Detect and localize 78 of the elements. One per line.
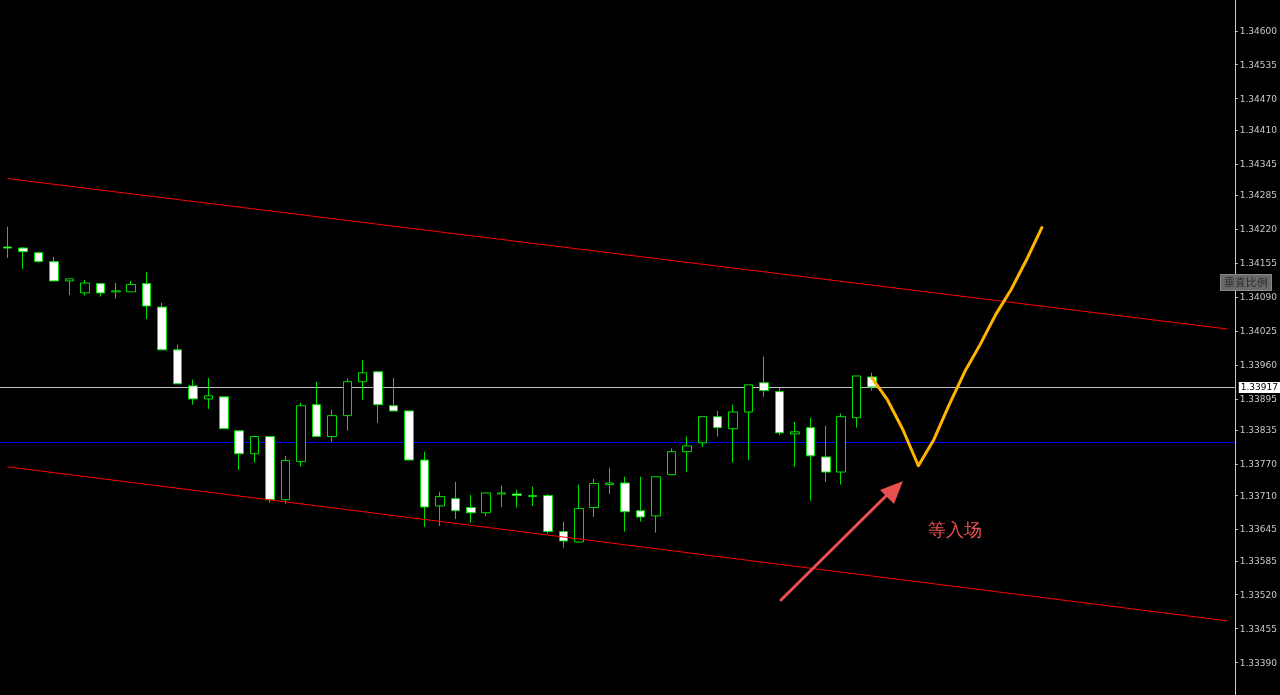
candlestick	[18, 246, 28, 270]
candlestick	[790, 421, 800, 468]
candlestick	[775, 387, 784, 436]
y-tick-label: 1.33520	[1239, 589, 1278, 600]
candlestick	[651, 476, 661, 534]
y-tick-label: 1.33585	[1239, 555, 1277, 566]
candlestick	[667, 448, 676, 476]
candlestick	[250, 436, 259, 464]
candlestick	[296, 402, 306, 468]
y-tick-label: 1.33895	[1239, 393, 1277, 404]
candlestick	[497, 485, 506, 508]
candlestick	[466, 494, 476, 524]
candlestick	[574, 484, 584, 543]
candlestick	[682, 436, 692, 473]
candlestick	[389, 377, 398, 412]
candlestick	[327, 409, 337, 443]
candlestick	[34, 251, 43, 264]
candlestick	[204, 377, 213, 410]
y-tick-label: 1.33835	[1239, 425, 1277, 436]
candlestick	[219, 396, 229, 430]
candlestick	[636, 476, 645, 523]
y-tick-label: 1.34345	[1239, 158, 1277, 169]
y-tick-label: 1.33770	[1239, 459, 1278, 470]
y-tick-label: 1.34025	[1239, 326, 1277, 337]
ref-line-label: 1.33917	[1240, 382, 1278, 393]
candlestick	[373, 371, 383, 424]
candlestick	[96, 283, 105, 298]
candlestick	[852, 375, 861, 429]
y-tick-label: 1.33710	[1239, 490, 1278, 501]
candlestick	[49, 256, 59, 282]
candlestick	[142, 271, 151, 320]
candlestick	[358, 359, 367, 401]
candlestick	[126, 280, 136, 293]
candlestick	[589, 478, 599, 518]
candlestick	[188, 379, 198, 406]
y-tick-label: 1.33390	[1239, 657, 1278, 668]
y-tick-label: 1.33455	[1239, 623, 1277, 634]
candlestick	[744, 384, 753, 461]
y-tick-label: 1.34090	[1239, 292, 1278, 303]
y-tick-label: 1.34410	[1239, 125, 1278, 136]
candlestick	[234, 430, 244, 471]
candlestick	[481, 492, 491, 517]
candlestick	[620, 476, 630, 533]
candlestick	[157, 302, 167, 351]
candlestick	[3, 226, 12, 259]
y-tick-label: 1.34285	[1239, 190, 1277, 201]
y-tick-label: 1.34535	[1239, 59, 1277, 70]
annotation: 等入场	[928, 518, 982, 540]
y-tick-label: 1.34220	[1239, 224, 1278, 235]
candlestick	[343, 378, 352, 432]
candlestick	[435, 491, 445, 527]
candlestick	[713, 410, 722, 438]
y-tick-label: 1.34470	[1239, 93, 1278, 104]
candlestick	[728, 404, 738, 464]
y-tick-label: 1.34155	[1239, 258, 1277, 269]
candlestick	[528, 486, 537, 507]
candlestick	[451, 481, 460, 520]
candlestick	[312, 381, 321, 438]
candlestick	[173, 344, 182, 385]
candlestick	[759, 356, 769, 398]
candlestick	[265, 436, 275, 504]
line-series	[870, 226, 1044, 468]
candlestick	[821, 425, 831, 483]
candlestick	[80, 279, 90, 297]
candlestick	[404, 410, 414, 461]
candlestick	[420, 451, 429, 528]
candlestick	[543, 493, 553, 535]
candlestick	[281, 455, 290, 505]
candlestick	[605, 467, 614, 495]
candlestick	[698, 416, 707, 448]
y-tick-label: 1.33645	[1239, 524, 1277, 535]
candlestick	[65, 278, 74, 296]
candlestick	[806, 417, 815, 502]
candlestick	[836, 413, 846, 486]
candlestick	[111, 282, 121, 300]
y-tick-label: 1.33960	[1239, 359, 1278, 370]
y-tick-label: 1.34600	[1239, 25, 1278, 36]
candlestick	[512, 489, 522, 509]
